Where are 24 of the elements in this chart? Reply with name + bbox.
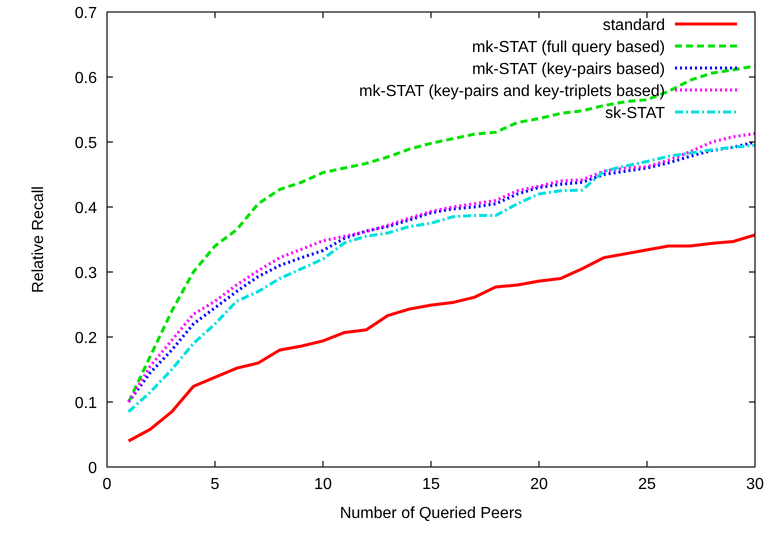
y-tick-label: 0.1 [74,395,98,412]
x-tick-label: 0 [102,476,112,493]
y-axis-title: Relative Recall [30,186,47,293]
legend-label: mk-STAT (key-pairs based) [472,61,665,78]
legend-label: mk-STAT (full query based) [472,39,665,56]
y-tick-label: 0.3 [74,265,98,282]
legend-label: sk-STAT [605,105,666,122]
y-tick-label: 0.2 [74,330,98,347]
x-tick-label: 25 [638,476,656,493]
x-tick-label: 20 [530,476,548,493]
line-series [127,64,756,404]
y-tick-label: 0.6 [74,70,98,87]
y-tick-label: 0.7 [74,5,98,22]
legend-label: mk-STAT (key-pairs and key-triplets based) [359,83,665,100]
line-series [127,233,756,442]
x-tick-label: 15 [422,476,440,493]
y-tick-label: 0.5 [74,135,98,152]
y-tick-label: 0 [88,460,98,477]
y-tick-label: 0.4 [74,200,98,217]
x-axis-title: Number of Queried Peers [340,505,522,522]
legend-label: standard [602,17,665,34]
x-tick-label: 5 [210,476,220,493]
x-tick-label: 30 [746,476,764,493]
x-tick-label: 10 [314,476,332,493]
